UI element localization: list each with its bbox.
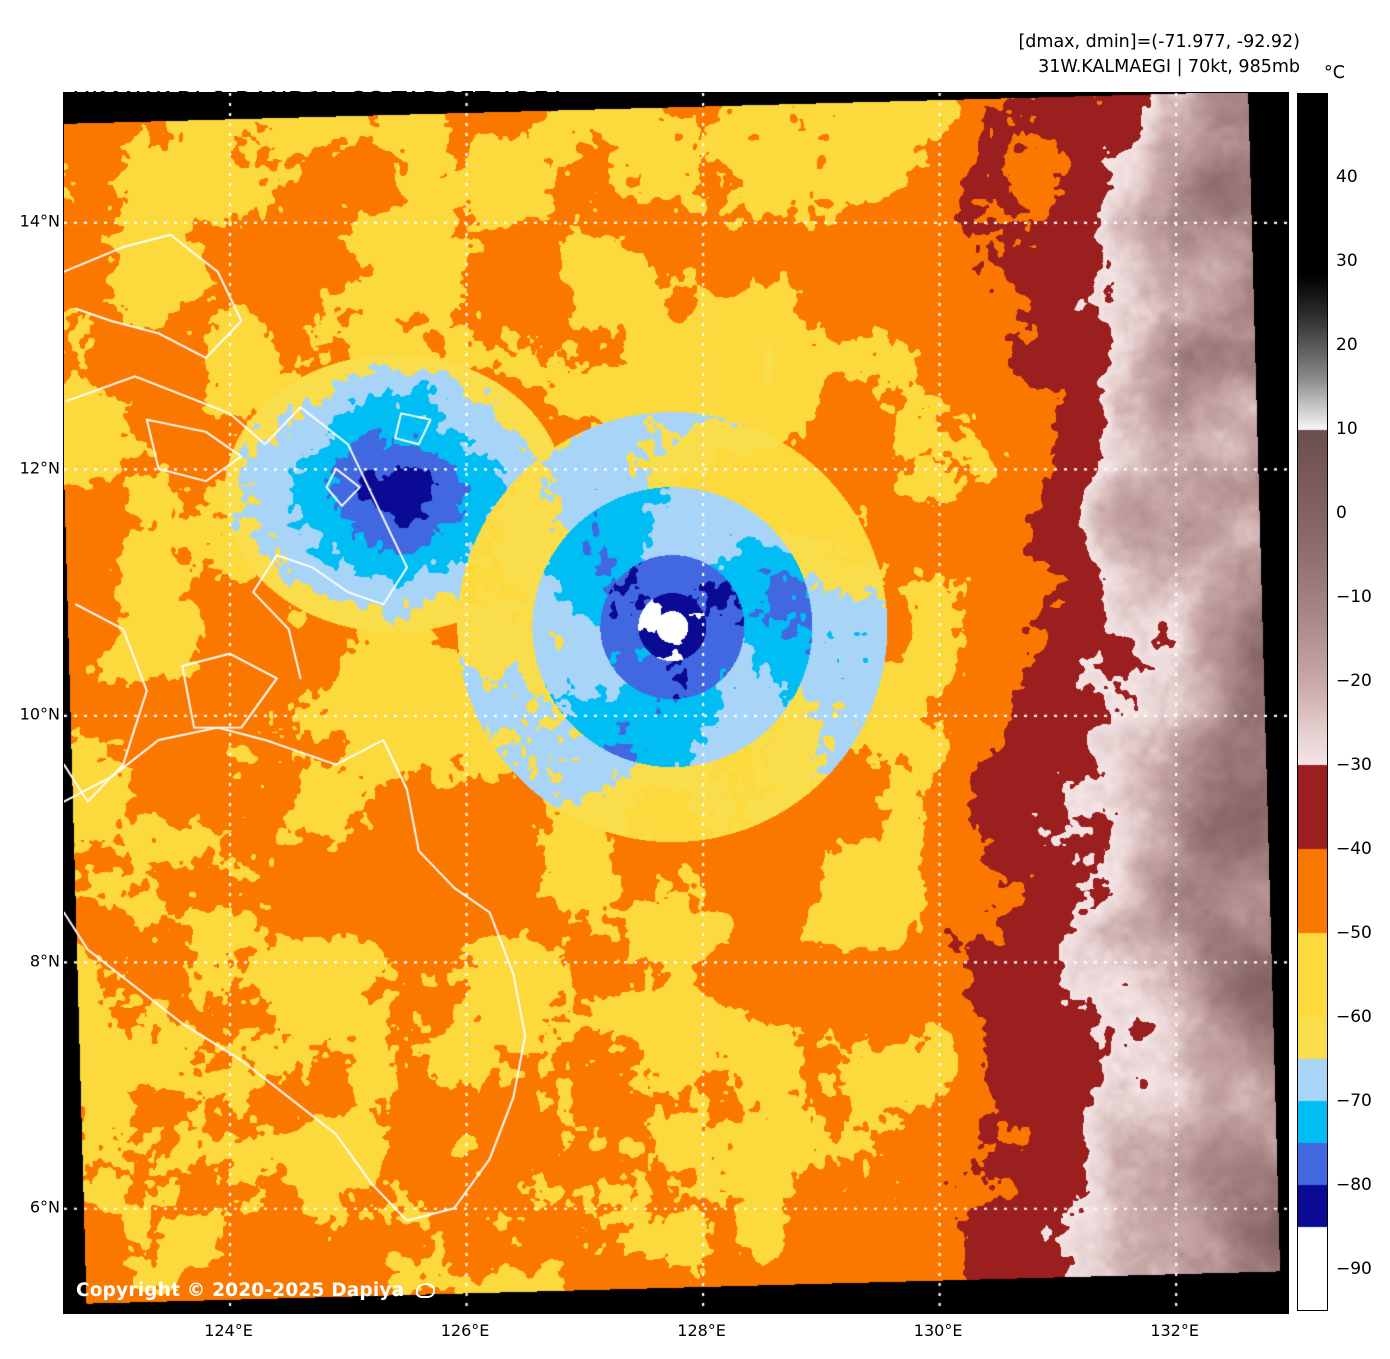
- lon-tick-label: 130°E: [913, 1321, 963, 1340]
- lon-tick-label: 128°E: [677, 1321, 726, 1340]
- colorbar-tick: 20: [1336, 335, 1358, 355]
- lon-tick-label: 132°E: [1150, 1321, 1199, 1340]
- lat-tick-label: 14°N: [19, 211, 60, 231]
- lon-tick-label: 126°E: [440, 1321, 490, 1340]
- cloud-icon: [415, 1283, 437, 1298]
- lat-tick-label: 6°N: [29, 1197, 60, 1217]
- colorbar-tick: −40: [1336, 839, 1372, 859]
- colorbar-tick: −80: [1336, 1175, 1372, 1195]
- lon-tick-label: 124°E: [204, 1321, 253, 1340]
- colorbar-tick: −30: [1336, 755, 1372, 775]
- colorbar-tick: −10: [1336, 587, 1372, 607]
- colorbar-tick: −20: [1336, 671, 1372, 691]
- dmax-dmin-readout: [dmax, dmin]=(-71.977, -92.92): [1018, 32, 1300, 52]
- satellite-image-map[interactable]: [63, 92, 1289, 1314]
- header-info-block: [dmax, dmin]=(-71.977, -92.92) 31W.KALMA…: [1018, 30, 1300, 80]
- lat-tick-label: 8°N: [29, 951, 60, 971]
- colorbar-tick: 40: [1336, 167, 1358, 187]
- storm-info-readout: 31W.KALMAEGI | 70kt, 985mb: [1038, 57, 1300, 77]
- lat-tick-label: 10°N: [19, 704, 60, 724]
- satellite-brightness-temperature-raster: [64, 93, 1288, 1313]
- copyright-notice: Copyright © 2020-2025 Dapiya: [76, 1280, 437, 1301]
- colorbar-gradient: [1298, 94, 1327, 1310]
- temperature-colorbar[interactable]: [1297, 93, 1328, 1311]
- colorbar-tick: −90: [1336, 1259, 1372, 1279]
- colorbar-tick: 0: [1336, 503, 1347, 523]
- colorbar-tick: −60: [1336, 1007, 1372, 1027]
- lat-tick-label: 12°N: [19, 458, 60, 478]
- colorbar-unit-label: °C: [1324, 63, 1345, 83]
- colorbar-tick: 10: [1336, 419, 1358, 439]
- copyright-text: Copyright © 2020-2025 Dapiya: [76, 1280, 405, 1301]
- colorbar-tick: −70: [1336, 1091, 1372, 1111]
- colorbar-tick: −50: [1336, 923, 1372, 943]
- colorbar-tick: 30: [1336, 251, 1358, 271]
